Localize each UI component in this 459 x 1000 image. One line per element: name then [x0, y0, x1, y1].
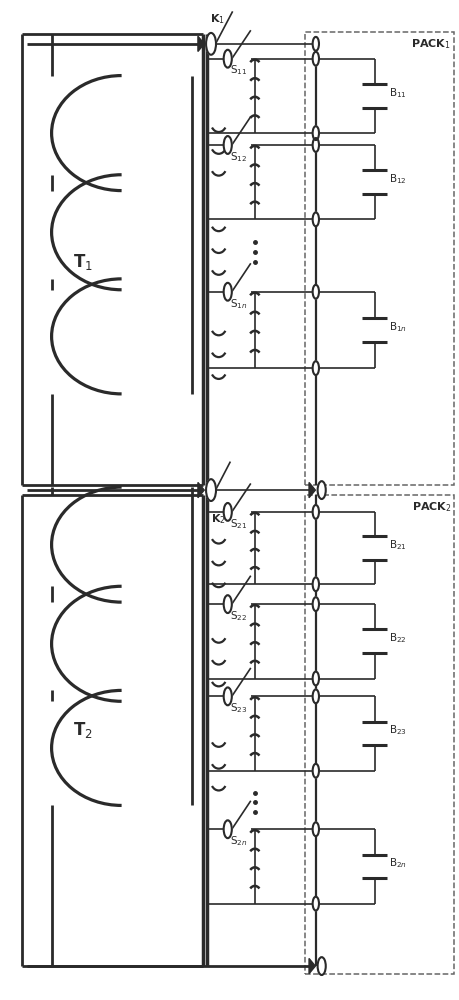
Circle shape — [223, 136, 231, 154]
Circle shape — [223, 687, 231, 705]
Circle shape — [223, 283, 231, 301]
Text: B$_{21}$: B$_{21}$ — [388, 538, 406, 552]
Bar — [304, 32, 453, 485]
Text: B$_{12}$: B$_{12}$ — [388, 172, 406, 186]
Text: S$_{1n}$: S$_{1n}$ — [230, 297, 247, 311]
Text: B$_{1n}$: B$_{1n}$ — [388, 320, 406, 334]
Text: B$_{23}$: B$_{23}$ — [388, 724, 406, 737]
Circle shape — [312, 126, 318, 140]
Circle shape — [223, 820, 231, 838]
Circle shape — [312, 897, 318, 911]
Text: K$_1$: K$_1$ — [209, 12, 224, 26]
Text: T$_2$: T$_2$ — [73, 720, 93, 740]
Text: S$_{23}$: S$_{23}$ — [230, 701, 247, 715]
Circle shape — [312, 285, 318, 299]
Circle shape — [206, 479, 216, 501]
Text: S$_{12}$: S$_{12}$ — [230, 150, 246, 164]
Circle shape — [312, 672, 318, 685]
Text: S$_{2n}$: S$_{2n}$ — [230, 834, 247, 848]
Circle shape — [312, 577, 318, 591]
Text: B$_{11}$: B$_{11}$ — [388, 86, 406, 100]
Polygon shape — [197, 36, 204, 51]
Circle shape — [312, 37, 318, 51]
Circle shape — [312, 52, 318, 66]
Text: T$_1$: T$_1$ — [73, 252, 93, 272]
Polygon shape — [197, 482, 204, 498]
Circle shape — [223, 503, 231, 521]
Text: S$_{22}$: S$_{22}$ — [230, 609, 246, 623]
Circle shape — [312, 212, 318, 226]
Circle shape — [312, 689, 318, 703]
Text: B$_{22}$: B$_{22}$ — [388, 631, 406, 645]
Polygon shape — [308, 958, 315, 974]
Text: B$_{2n}$: B$_{2n}$ — [388, 857, 406, 870]
Circle shape — [312, 764, 318, 778]
Text: PACK$_2$: PACK$_2$ — [411, 500, 450, 514]
Circle shape — [223, 595, 231, 613]
Text: S$_{21}$: S$_{21}$ — [230, 517, 247, 531]
Polygon shape — [308, 482, 315, 498]
Circle shape — [317, 957, 325, 975]
Circle shape — [223, 50, 231, 68]
Circle shape — [312, 505, 318, 519]
Text: K$_2$: K$_2$ — [210, 512, 225, 526]
Circle shape — [206, 33, 216, 55]
Circle shape — [312, 361, 318, 375]
Bar — [304, 495, 453, 974]
Circle shape — [312, 138, 318, 152]
Circle shape — [317, 481, 325, 499]
Text: PACK$_1$: PACK$_1$ — [410, 37, 450, 51]
Circle shape — [312, 597, 318, 611]
Text: S$_{11}$: S$_{11}$ — [230, 64, 247, 77]
Circle shape — [312, 822, 318, 836]
